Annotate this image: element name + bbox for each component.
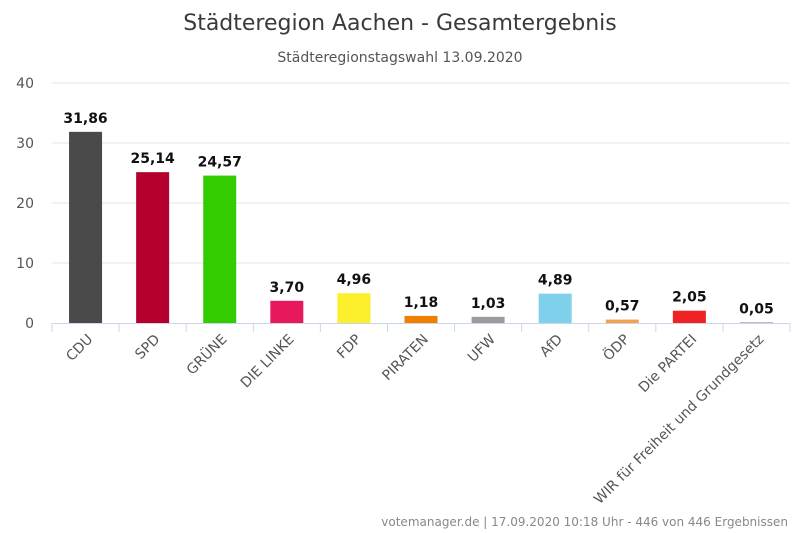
x-tick-label: PIRATEN bbox=[379, 332, 431, 384]
data-label: 3,70 bbox=[270, 280, 305, 296]
x-tick-label: UFW bbox=[465, 331, 499, 365]
y-axis: 0 10 20 30 40 bbox=[16, 76, 34, 332]
x-tick-label: Die PARTEI bbox=[636, 332, 700, 396]
bar-fdp[interactable] bbox=[337, 293, 371, 323]
data-label: 4,89 bbox=[538, 273, 573, 289]
x-tick-label: SPD bbox=[132, 332, 163, 363]
bar-afd[interactable] bbox=[538, 293, 572, 323]
x-tick-label: FDP bbox=[334, 332, 365, 363]
x-tick-label: AfD bbox=[537, 332, 566, 361]
x-axis: CDU SPD GRÜNE DIE LINKE FDP PIRATEN UFW AfD ÖDP D… bbox=[51, 323, 791, 508]
bar-ödp[interactable] bbox=[605, 319, 639, 323]
bar-wir-für-freiheit-und-grundgesetz[interactable] bbox=[739, 322, 773, 324]
data-label: 31,86 bbox=[63, 111, 107, 127]
data-label: 1,18 bbox=[404, 295, 439, 311]
data-label: 0,05 bbox=[739, 302, 774, 318]
x-tick-label: DIE LINKE bbox=[238, 332, 298, 392]
x-tick-label: CDU bbox=[63, 332, 96, 365]
y-tick-label: 40 bbox=[16, 76, 34, 92]
data-labels: 31,86 25,14 24,57 3,70 4,96 1,18 1,03 4,89 0,57 2… bbox=[63, 111, 773, 318]
bar-spd[interactable] bbox=[136, 172, 170, 323]
chart-title: Städteregion Aachen - Gesamtergebnis bbox=[183, 11, 617, 36]
y-tick-label: 0 bbox=[25, 316, 34, 332]
bar-die-linke[interactable] bbox=[270, 300, 304, 323]
grid-lines bbox=[52, 82, 790, 264]
data-label: 4,96 bbox=[337, 272, 372, 288]
x-tick-label: GRÜNE bbox=[182, 330, 230, 378]
bar-piraten[interactable] bbox=[404, 315, 438, 323]
bar-cdu[interactable] bbox=[69, 131, 103, 323]
bar-die-partei[interactable] bbox=[672, 310, 706, 323]
bar-ufw[interactable] bbox=[471, 316, 505, 323]
chart-credits[interactable]: votemanager.de | 17.09.2020 10:18 Uhr - … bbox=[381, 515, 788, 529]
data-label: 1,03 bbox=[471, 296, 506, 312]
y-tick-label: 10 bbox=[16, 256, 34, 272]
y-tick-label: 30 bbox=[16, 136, 34, 152]
data-label: 25,14 bbox=[130, 151, 175, 167]
data-label: 24,57 bbox=[198, 155, 242, 171]
bar-grüne[interactable] bbox=[203, 175, 237, 323]
y-tick-label: 20 bbox=[16, 196, 34, 212]
bars bbox=[69, 131, 773, 324]
x-tick-label: ÖDP bbox=[599, 330, 633, 364]
data-label: 2,05 bbox=[672, 290, 707, 306]
chart-subtitle: Städteregionstagswahl 13.09.2020 bbox=[277, 50, 522, 66]
data-label: 0,57 bbox=[605, 299, 640, 315]
